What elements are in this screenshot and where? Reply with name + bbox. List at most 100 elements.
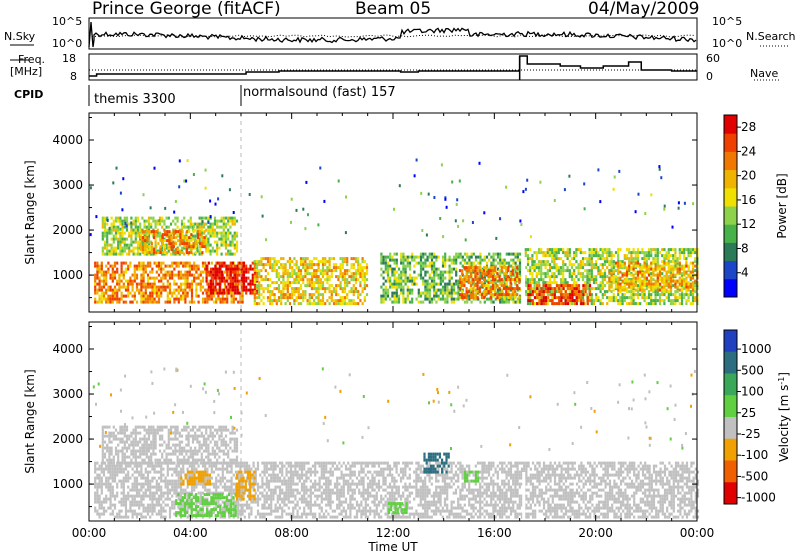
echo-cell bbox=[672, 273, 675, 277]
echo-cell bbox=[606, 257, 609, 261]
echo-cell bbox=[422, 279, 425, 283]
echo-cell bbox=[163, 219, 166, 223]
echo-cell bbox=[575, 281, 578, 285]
echo-speckle bbox=[529, 235, 532, 239]
echo-cell bbox=[603, 257, 607, 261]
echo-cell bbox=[437, 282, 440, 286]
echo-cell bbox=[551, 281, 554, 285]
echo-cell bbox=[155, 233, 158, 237]
echo-cell bbox=[529, 296, 532, 300]
echo-cell bbox=[326, 278, 329, 282]
echo-cell bbox=[586, 302, 589, 306]
echo-cell bbox=[182, 282, 185, 286]
echo-cell bbox=[142, 497, 145, 501]
echo-cell bbox=[173, 503, 176, 507]
echo-cell bbox=[220, 240, 223, 244]
echo-cell bbox=[235, 219, 239, 223]
echo-speckle bbox=[462, 219, 465, 223]
echo-cell bbox=[288, 260, 292, 264]
echo-cell bbox=[112, 252, 115, 256]
echo-cell bbox=[142, 485, 145, 489]
echo-cell bbox=[227, 231, 230, 235]
echo-cell bbox=[511, 287, 514, 291]
echo-cell bbox=[231, 270, 235, 274]
echo-cell bbox=[395, 264, 398, 268]
echo-cell bbox=[242, 285, 246, 289]
echo-cell bbox=[352, 272, 355, 276]
echo-cell bbox=[157, 279, 161, 283]
echo-cell bbox=[147, 216, 151, 220]
echo-cell bbox=[313, 302, 316, 306]
echo-cell bbox=[149, 485, 152, 489]
echo-cell bbox=[198, 252, 201, 256]
echo-cell bbox=[306, 281, 309, 285]
echo-cell bbox=[612, 299, 615, 303]
echo-cell bbox=[524, 278, 527, 282]
echo-cell bbox=[654, 260, 657, 264]
echo-cell bbox=[324, 257, 327, 261]
echo-cell bbox=[179, 288, 183, 292]
echo-cell bbox=[647, 273, 651, 277]
echo-cell bbox=[531, 293, 534, 297]
echo-cell bbox=[164, 300, 167, 304]
echo-cell bbox=[617, 293, 620, 297]
echo-cell bbox=[359, 272, 362, 276]
echo-cell bbox=[417, 273, 420, 277]
echo-cell bbox=[116, 482, 119, 486]
echo-cell bbox=[472, 269, 475, 273]
echo-cell bbox=[260, 284, 263, 288]
echo-cell bbox=[98, 482, 101, 486]
echo-cell bbox=[647, 279, 651, 283]
echo-cell bbox=[610, 290, 613, 294]
echo-speckle bbox=[319, 166, 322, 170]
echo-cell bbox=[487, 269, 490, 273]
echo-cell bbox=[570, 263, 574, 267]
echo-cell bbox=[286, 299, 289, 303]
echo-cell bbox=[643, 299, 646, 303]
echo-cell bbox=[647, 267, 651, 271]
echo-cell bbox=[582, 293, 585, 297]
echo-cell bbox=[113, 291, 117, 295]
echo-cell bbox=[430, 282, 434, 286]
echo-cell bbox=[632, 248, 635, 252]
echo-speckle bbox=[425, 233, 428, 237]
echo-cell bbox=[143, 219, 146, 223]
echo-cell bbox=[189, 222, 192, 226]
echo-cell bbox=[98, 300, 101, 304]
echo-cell bbox=[207, 261, 210, 265]
echo-cell bbox=[343, 284, 347, 288]
echo-cell bbox=[461, 269, 464, 273]
echo-cell bbox=[584, 263, 587, 267]
echo-cell bbox=[669, 273, 673, 277]
echo-cell bbox=[258, 287, 261, 291]
echo-cell bbox=[389, 297, 392, 301]
echo-cell bbox=[426, 255, 429, 259]
echo-cell bbox=[491, 284, 495, 288]
echo-cell bbox=[113, 473, 117, 477]
echo-cell bbox=[291, 275, 294, 279]
echo-cell bbox=[291, 260, 294, 264]
echo-cell bbox=[199, 230, 202, 234]
echo-cell bbox=[363, 287, 366, 291]
echo-cell bbox=[247, 267, 250, 271]
echo-cell bbox=[160, 473, 163, 477]
echo-cell bbox=[632, 279, 635, 283]
echo-cell bbox=[299, 278, 303, 282]
echo-cell bbox=[98, 267, 101, 271]
echo-cell bbox=[663, 293, 666, 297]
echo-cell bbox=[359, 263, 362, 267]
echo-cell bbox=[321, 293, 325, 297]
echo-cell bbox=[535, 275, 538, 279]
echo-cell bbox=[680, 251, 684, 255]
echo-cell bbox=[127, 509, 130, 513]
echo-cell bbox=[284, 302, 287, 306]
echo-cell bbox=[548, 269, 552, 273]
echo-cell bbox=[343, 299, 347, 303]
echo-cell bbox=[122, 270, 125, 274]
echo-cell bbox=[131, 467, 134, 471]
echo-cell bbox=[479, 252, 482, 256]
echo-cell bbox=[435, 294, 438, 298]
echo-cell bbox=[306, 257, 309, 261]
echo-cell bbox=[586, 269, 589, 273]
echo-cell bbox=[470, 261, 473, 265]
